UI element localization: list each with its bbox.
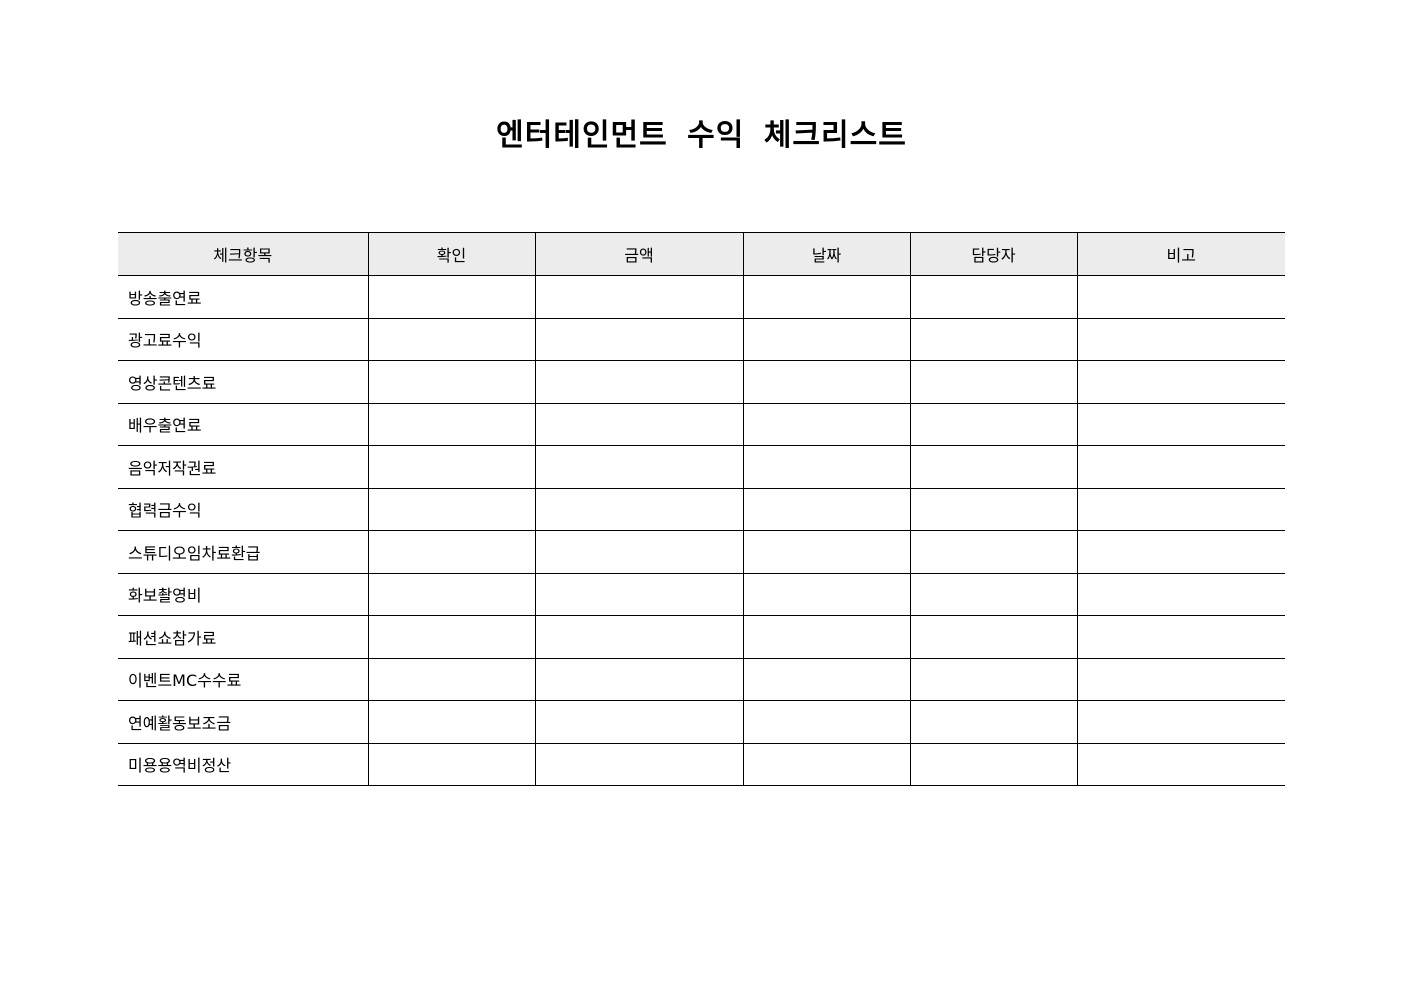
note-cell[interactable] bbox=[1076, 275, 1285, 319]
check-item-label: 방송출연료 bbox=[118, 275, 368, 319]
check-item-label: 배우출연료 bbox=[118, 402, 368, 446]
column-header: 담당자 bbox=[909, 232, 1077, 276]
table-row: 광고료수익 bbox=[118, 317, 1285, 361]
amount-cell[interactable] bbox=[534, 657, 743, 701]
check-item-label: 광고료수익 bbox=[118, 317, 368, 361]
date-cell[interactable] bbox=[742, 530, 910, 574]
table-row: 배우출연료 bbox=[118, 402, 1285, 446]
confirm-cell[interactable] bbox=[367, 275, 535, 319]
table-row: 미용용역비정산 bbox=[118, 742, 1285, 786]
column-header: 날짜 bbox=[742, 232, 910, 276]
note-cell[interactable] bbox=[1076, 657, 1285, 701]
assignee-cell[interactable] bbox=[909, 487, 1077, 531]
confirm-cell[interactable] bbox=[367, 657, 535, 701]
assignee-cell[interactable] bbox=[909, 572, 1077, 616]
confirm-cell[interactable] bbox=[367, 530, 535, 574]
note-cell[interactable] bbox=[1076, 487, 1285, 531]
amount-cell[interactable] bbox=[534, 275, 743, 319]
amount-cell[interactable] bbox=[534, 530, 743, 574]
table-row: 패션쇼참가료 bbox=[118, 615, 1285, 659]
confirm-cell[interactable] bbox=[367, 700, 535, 744]
note-cell[interactable] bbox=[1076, 615, 1285, 659]
table-row: 영상콘텐츠료 bbox=[118, 360, 1285, 404]
check-item-label: 영상콘텐츠료 bbox=[118, 360, 368, 404]
amount-cell[interactable] bbox=[534, 615, 743, 659]
note-cell[interactable] bbox=[1076, 530, 1285, 574]
check-item-label: 패션쇼참가료 bbox=[118, 615, 368, 659]
column-header: 비고 bbox=[1076, 232, 1285, 276]
column-header: 금액 bbox=[534, 232, 743, 276]
table-row: 방송출연료 bbox=[118, 275, 1285, 319]
check-item-label: 스튜디오임차료환급 bbox=[118, 530, 368, 574]
confirm-cell[interactable] bbox=[367, 487, 535, 531]
check-item-label: 화보촬영비 bbox=[118, 572, 368, 616]
table-row: 화보촬영비 bbox=[118, 572, 1285, 616]
amount-cell[interactable] bbox=[534, 572, 743, 616]
amount-cell[interactable] bbox=[534, 700, 743, 744]
assignee-cell[interactable] bbox=[909, 402, 1077, 446]
table-row: 이벤트MC수수료 bbox=[118, 657, 1285, 701]
check-item-label: 미용용역비정산 bbox=[118, 742, 368, 786]
checklist-table: 체크항목 확인 금액 날짜 담당자 비고 방송출연료 광고료수익 영상콘텐츠료 배우출연료 음악저… bbox=[118, 232, 1285, 786]
date-cell[interactable] bbox=[742, 402, 910, 446]
assignee-cell[interactable] bbox=[909, 445, 1077, 489]
column-header: 체크항목 bbox=[118, 232, 368, 276]
note-cell[interactable] bbox=[1076, 317, 1285, 361]
note-cell[interactable] bbox=[1076, 402, 1285, 446]
note-cell[interactable] bbox=[1076, 700, 1285, 744]
check-item-label: 연예활동보조금 bbox=[118, 700, 368, 744]
note-cell[interactable] bbox=[1076, 572, 1285, 616]
confirm-cell[interactable] bbox=[367, 402, 535, 446]
table-row: 음악저작권료 bbox=[118, 445, 1285, 489]
amount-cell[interactable] bbox=[534, 317, 743, 361]
date-cell[interactable] bbox=[742, 317, 910, 361]
date-cell[interactable] bbox=[742, 445, 910, 489]
confirm-cell[interactable] bbox=[367, 445, 535, 489]
assignee-cell[interactable] bbox=[909, 360, 1077, 404]
confirm-cell[interactable] bbox=[367, 360, 535, 404]
confirm-cell[interactable] bbox=[367, 317, 535, 361]
assignee-cell[interactable] bbox=[909, 317, 1077, 361]
date-cell[interactable] bbox=[742, 700, 910, 744]
assignee-cell[interactable] bbox=[909, 700, 1077, 744]
assignee-cell[interactable] bbox=[909, 657, 1077, 701]
date-cell[interactable] bbox=[742, 487, 910, 531]
amount-cell[interactable] bbox=[534, 487, 743, 531]
check-item-label: 협력금수익 bbox=[118, 487, 368, 531]
date-cell[interactable] bbox=[742, 657, 910, 701]
confirm-cell[interactable] bbox=[367, 615, 535, 659]
confirm-cell[interactable] bbox=[367, 742, 535, 786]
amount-cell[interactable] bbox=[534, 360, 743, 404]
date-cell[interactable] bbox=[742, 360, 910, 404]
page-title: 엔터테인먼트 수익 체크리스트 bbox=[496, 118, 907, 153]
note-cell[interactable] bbox=[1076, 360, 1285, 404]
assignee-cell[interactable] bbox=[909, 530, 1077, 574]
amount-cell[interactable] bbox=[534, 445, 743, 489]
table-row: 협력금수익 bbox=[118, 487, 1285, 531]
table-row: 스튜디오임차료환급 bbox=[118, 530, 1285, 574]
date-cell[interactable] bbox=[742, 615, 910, 659]
table-row: 연예활동보조금 bbox=[118, 700, 1285, 744]
assignee-cell[interactable] bbox=[909, 615, 1077, 659]
note-cell[interactable] bbox=[1076, 445, 1285, 489]
assignee-cell[interactable] bbox=[909, 275, 1077, 319]
date-cell[interactable] bbox=[742, 572, 910, 616]
date-cell[interactable] bbox=[742, 742, 910, 786]
note-cell[interactable] bbox=[1076, 742, 1285, 786]
check-item-label: 이벤트MC수수료 bbox=[118, 657, 368, 701]
check-item-label: 음악저작권료 bbox=[118, 445, 368, 489]
date-cell[interactable] bbox=[742, 275, 910, 319]
assignee-cell[interactable] bbox=[909, 742, 1077, 786]
amount-cell[interactable] bbox=[534, 742, 743, 786]
amount-cell[interactable] bbox=[534, 402, 743, 446]
column-header: 확인 bbox=[367, 232, 535, 276]
confirm-cell[interactable] bbox=[367, 572, 535, 616]
header-row: 체크항목 확인 금액 날짜 담당자 비고 bbox=[118, 232, 1285, 276]
